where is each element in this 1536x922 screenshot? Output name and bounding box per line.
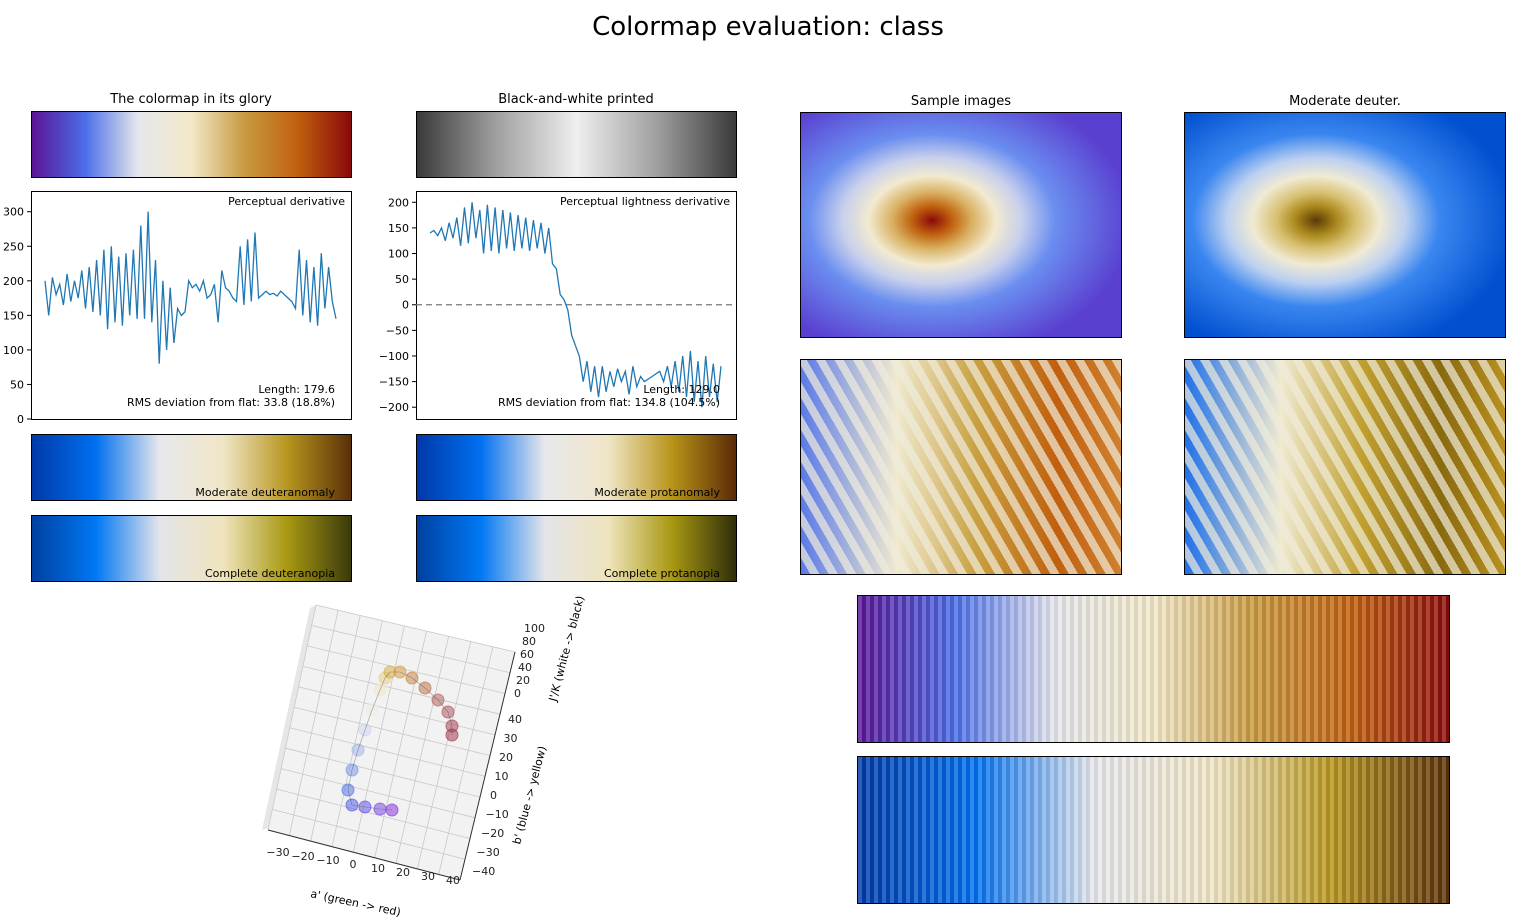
striped-deuter-bar: [857, 756, 1450, 904]
j-axis-label: J'/K (white -> black): [546, 594, 587, 703]
b-tick-label: 20: [499, 751, 513, 764]
a-tick-label: −30: [266, 846, 289, 859]
bw-title: Black-and-white printed: [498, 92, 654, 107]
y-tick-label: 100: [3, 344, 24, 357]
y-tick-label: 150: [3, 309, 24, 322]
sample-image-waves: [800, 359, 1122, 575]
plot-annotation: RMS deviation from flat: 33.8 (18.8%): [127, 396, 335, 409]
y-tick-label: −200: [380, 401, 409, 414]
y-tick-label: 100: [388, 248, 409, 261]
y-tick-label: −100: [380, 350, 409, 363]
plot-annotation: RMS deviation from flat: 134.8 (104.5%): [498, 396, 720, 409]
grid-line: [289, 727, 486, 777]
plot-annotation: Length: 129.0: [643, 383, 720, 396]
striped-colormap-bar: [857, 595, 1450, 743]
y-tick-label: 250: [3, 240, 24, 253]
grid-line: [307, 645, 506, 694]
protanopia-label: Complete protanopia: [603, 567, 720, 580]
a-tick-label: −10: [316, 854, 339, 867]
plot-annotation: Length: 179.6: [258, 383, 335, 396]
a-tick-label: 20: [396, 866, 410, 879]
colorspace-3d-plot: −30 −20 −10 0 10 20 30 40403020100−10−20−30−401…: [262, 594, 587, 919]
grid-line: [416, 641, 472, 869]
perceptual-derivative-plot: 0 50 100 150 200 250 300 Perceptual derivative L…: [3, 191, 352, 425]
grid-line: [288, 610, 339, 836]
a-tick-label: 10: [371, 862, 385, 875]
colormap-path: [347, 671, 453, 811]
sample-image-waves-deuter: [1184, 359, 1506, 575]
j-tick-label: 100: [524, 622, 545, 635]
b-tick-label: 10: [495, 770, 509, 783]
y-tick-label: 50: [395, 273, 409, 286]
j-tick-label: 20: [516, 674, 530, 687]
y-tick-label: 0: [17, 413, 24, 425]
a-tick-label: 30: [421, 870, 435, 883]
y-tick-label: 50: [10, 378, 24, 391]
deuteranopia-label: Complete deuteranopia: [204, 567, 335, 580]
bw-colormap-bar: [416, 111, 737, 178]
protanopia-bar: Complete protanopia: [416, 515, 737, 582]
y-tick-label: −50: [386, 324, 409, 337]
deuteranopia-bar: Complete deuteranopia: [31, 515, 352, 582]
b-tick-label: 30: [504, 732, 518, 745]
grid-line: [280, 768, 476, 819]
a-tick-label: 0: [350, 858, 357, 871]
b-axis-line: [459, 651, 516, 881]
derivative-line: [429, 202, 722, 408]
grid-line: [272, 809, 466, 860]
plot-title: Perceptual derivative: [228, 195, 345, 208]
figure-title: Colormap evaluation: class: [592, 12, 944, 42]
deuter-title: Moderate deuter.: [1289, 94, 1401, 109]
grid-line: [395, 636, 450, 864]
a-tick-label: −20: [291, 850, 314, 863]
y-tick-label: 200: [388, 196, 409, 209]
b-tick-label: −40: [472, 865, 495, 878]
deuteranomaly-label: Moderate deuteranomaly: [195, 486, 335, 499]
left-pane: [262, 605, 316, 830]
glory-title: The colormap in its glory: [110, 92, 272, 107]
b-tick-label: −30: [477, 846, 500, 859]
derivative-line: [44, 211, 337, 364]
y-tick-label: −150: [380, 376, 409, 389]
grid-line: [267, 604, 317, 831]
samples-title: Sample images: [910, 94, 1012, 109]
colormap-bar: [31, 111, 352, 178]
grid-line: [285, 747, 481, 798]
grid-line: [374, 631, 427, 858]
grid-line: [315, 604, 516, 653]
b-tick-label: 0: [490, 789, 497, 802]
j-tick-label: 80: [522, 635, 536, 648]
j-tick-label: 60: [520, 648, 534, 661]
y-tick-label: 150: [388, 222, 409, 235]
grid-line: [438, 646, 494, 875]
grid-line: [298, 686, 496, 736]
grid-line: [302, 665, 501, 715]
a-axis-line: [267, 829, 461, 881]
plot-title: Perceptual lightness derivative: [560, 195, 730, 208]
b-tick-label: 40: [508, 713, 522, 726]
grid-line: [294, 706, 491, 757]
lightness-derivative-plot: 200 150 100 50 0 −50 −100 −150 −200 Perceptual li…: [380, 191, 737, 420]
grid-line: [310, 615, 361, 842]
y-tick-label: 200: [3, 275, 24, 288]
b-tick-label: −10: [486, 808, 509, 821]
y-tick-label: 0: [402, 299, 409, 312]
j-tick-label: 0: [514, 687, 521, 700]
grid-line: [352, 625, 405, 853]
grid-line: [331, 620, 383, 847]
back-pane: [268, 605, 515, 880]
sample-image-crater-deuter: [1184, 112, 1506, 338]
j-tick-label: 40: [518, 661, 532, 674]
b-tick-label: −20: [481, 827, 504, 840]
protanomaly-label: Moderate protanomaly: [594, 486, 720, 499]
b-axis-label: b' (blue -> yellow): [510, 745, 549, 846]
grid-line: [276, 788, 471, 839]
a-tick-label: 40: [446, 874, 460, 887]
sample-image-crater: [800, 112, 1122, 338]
grid-line: [311, 625, 511, 674]
protanomaly-bar: Moderate protanomaly: [416, 434, 737, 501]
deuteranomaly-bar: Moderate deuteranomaly: [31, 434, 352, 501]
y-tick-label: 300: [3, 206, 24, 219]
a-axis-label: a' (green -> red): [309, 887, 402, 919]
